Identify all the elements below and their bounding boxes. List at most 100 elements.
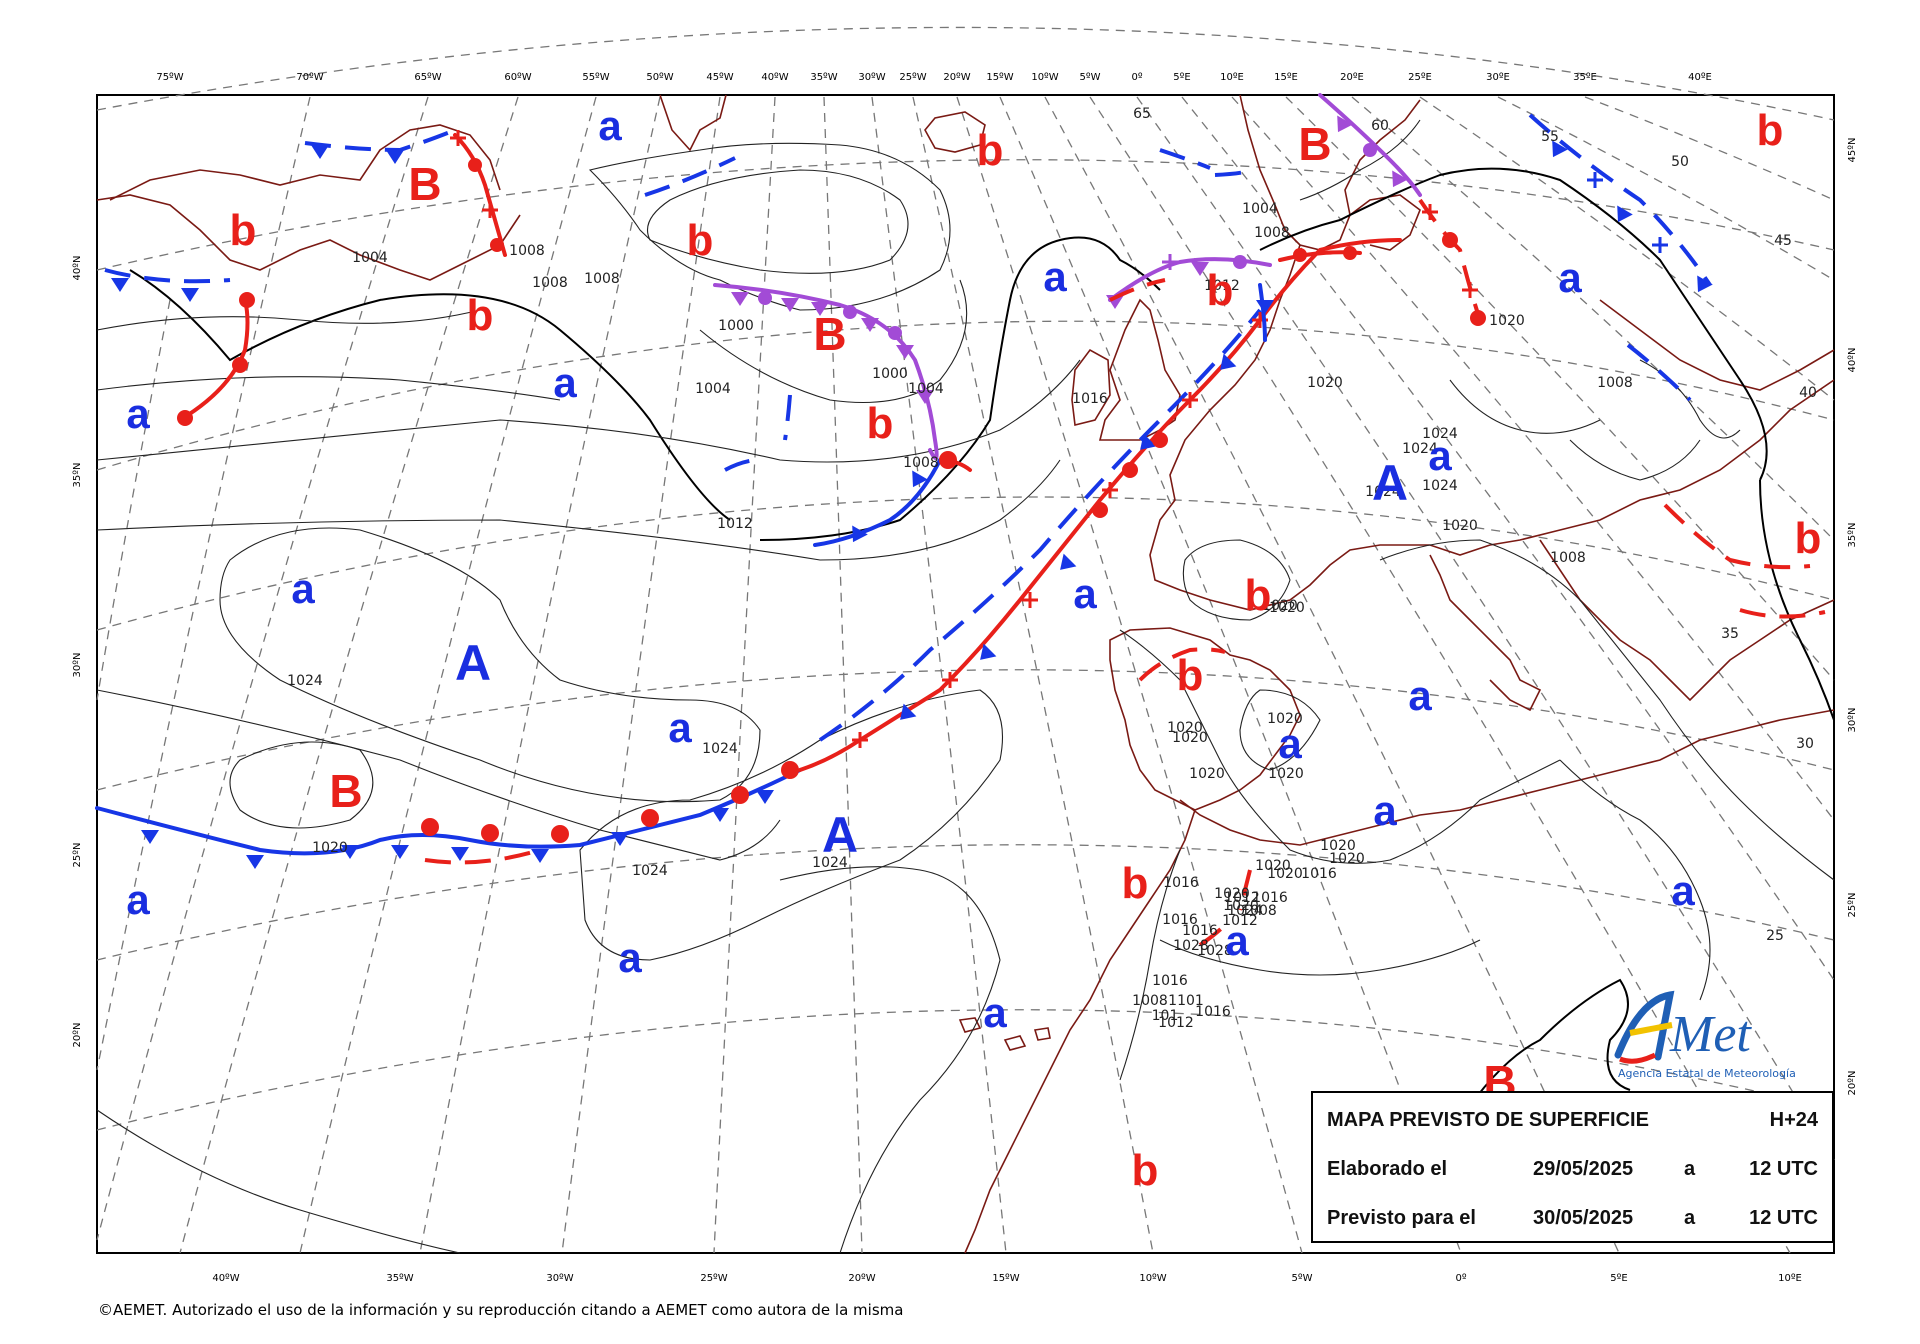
isobar-label: 1004: [908, 381, 944, 397]
right-tick-label: 45ºN: [1847, 138, 1858, 163]
left-tick-label: 35ºN: [72, 463, 83, 488]
valid-time: 12 UTC: [1749, 1207, 1818, 1229]
meridian-line: [96, 299, 171, 701]
grid-value-label: 35: [1721, 626, 1739, 642]
warm-front-symbol: [490, 238, 504, 252]
bottom-tick-label: 15ºW: [992, 1273, 1019, 1284]
relative-low-label: b: [1795, 514, 1822, 563]
meridian-line: [1136, 96, 1835, 1161]
top-tick-label: 70ºW: [296, 72, 323, 83]
warm-front-symbol: [1442, 232, 1458, 248]
valid-label: Previsto para el: [1327, 1207, 1476, 1229]
stationary-front-mark: [1462, 282, 1478, 298]
bottom-tick-label: 10ºW: [1139, 1273, 1166, 1284]
relative-high-label: a: [1278, 720, 1302, 767]
relative-low-label: b: [1177, 651, 1204, 700]
top-tick-label: 35ºE: [1573, 72, 1597, 83]
trough-line: [1663, 503, 1811, 570]
parallel-line: [96, 1009, 1835, 1131]
isobar-label: 1020: [1442, 518, 1478, 534]
isobar: [579, 689, 1003, 961]
isobar-label: 1020: [1255, 858, 1291, 874]
bottom-tick-label: 10ºE: [1778, 1273, 1802, 1284]
bottom-tick-label: 5ºE: [1610, 1273, 1627, 1284]
legend-elaborated-row: Elaborado el 29/05/2025 a 12 UTC: [1327, 1158, 1818, 1186]
meridian-line: [871, 96, 1007, 1254]
high-pressure-label: A: [455, 635, 491, 691]
left-tick-label: 25ºN: [72, 843, 83, 868]
logo-subtitle: Agencia Estatal de Meteorología: [1618, 1067, 1796, 1080]
cold-front-symbol: [246, 855, 264, 869]
isobar-label: 1008: [1550, 550, 1586, 566]
isobar-label: 1020: [1267, 711, 1303, 727]
bottom-tick-label: 25ºW: [700, 1273, 727, 1284]
map-title: MAPA PREVISTO DE SUPERFICIE: [1327, 1109, 1649, 1131]
cold-front-dashed: [104, 268, 231, 284]
coastline: [1599, 299, 1835, 391]
top-tick-label: 40ºE: [1688, 72, 1712, 83]
isobar: [699, 279, 968, 404]
stationary-front-mark: [942, 672, 958, 688]
isobar: [1569, 439, 1701, 481]
isobar-label: 1024: [632, 863, 668, 879]
map-frame: [96, 94, 1835, 1254]
warm-front-symbol: [1363, 143, 1377, 157]
legend-title-row: MAPA PREVISTO DE SUPERFICIE H+24: [1327, 1109, 1818, 1137]
isobars: [96, 119, 1835, 1254]
elaborated-time: 12 UTC: [1749, 1158, 1818, 1180]
cold-front-symbol: [756, 790, 774, 804]
top-tick-label: 25ºW: [899, 72, 926, 83]
stationary-front-mark: [1102, 482, 1118, 498]
meridian-line: [956, 96, 1303, 1254]
stationary-front-mark: [852, 732, 868, 748]
valid-sep: a: [1684, 1207, 1696, 1229]
cold-front-symbol: [1392, 170, 1408, 188]
isobar: [96, 376, 561, 401]
grid-value-label: 30: [1796, 736, 1814, 752]
isobar-label: 1008: [584, 271, 620, 287]
isobar-label: 1020: [1189, 766, 1225, 782]
legend-panel: MAPA PREVISTO DE SUPERFICIE H+24 Elabora…: [1311, 1091, 1834, 1243]
coastline: [109, 124, 501, 201]
isobar: [588, 142, 951, 311]
elaborated-label: Elaborado el: [1327, 1158, 1448, 1180]
bottom-tick-label: 5ºW: [1292, 1273, 1313, 1284]
top-tick-label: 0º: [1131, 72, 1142, 83]
top-tick-label: 30ºW: [858, 72, 885, 83]
warm-front-symbol: [481, 824, 499, 842]
warm-front-symbol: [888, 326, 902, 340]
relative-high-label: a: [1225, 917, 1249, 964]
meridian-line: [999, 96, 1462, 1254]
isobar: [646, 169, 909, 274]
isobar-label: 1024: [1422, 426, 1458, 442]
elaborated-date: 29/05/2025: [1533, 1158, 1634, 1180]
relative-high-label: a: [1073, 570, 1097, 617]
trough-line: [1138, 647, 1226, 682]
warm-front-symbol: [232, 357, 248, 373]
isobar-label: 1028: [1197, 943, 1233, 959]
relative-high-label: a: [1043, 253, 1067, 300]
coastline: [924, 111, 986, 153]
cold-front-symbol: [1552, 140, 1568, 158]
relative-high-label: a: [983, 989, 1007, 1036]
isobar: [96, 459, 1061, 561]
isobar-label: 1016: [1072, 391, 1108, 407]
parallel-line: [96, 320, 1835, 471]
grid-value-label: 25: [1766, 928, 1784, 944]
coastline: [958, 1017, 982, 1033]
cold-front-symbol: [731, 292, 749, 306]
right-tick-label: 40ºN: [1847, 348, 1858, 373]
isobar-label: 1024: [1365, 484, 1401, 500]
isobar-label: 101: [1152, 1008, 1179, 1024]
isobar-label: 1004: [695, 381, 731, 397]
isobar-label: 1000: [872, 366, 908, 382]
isobar-label: 1020: [1268, 766, 1304, 782]
stationary-front-mark: [1422, 204, 1438, 220]
cold-front: [95, 768, 802, 856]
top-tick-label: 10ºE: [1220, 72, 1244, 83]
coastline: [1429, 554, 1542, 712]
top-tick-label: 55ºW: [582, 72, 609, 83]
bottom-tick-label: 20ºW: [848, 1273, 875, 1284]
fronts: [95, 93, 1826, 947]
isobar-label: 1012: [1204, 278, 1240, 294]
